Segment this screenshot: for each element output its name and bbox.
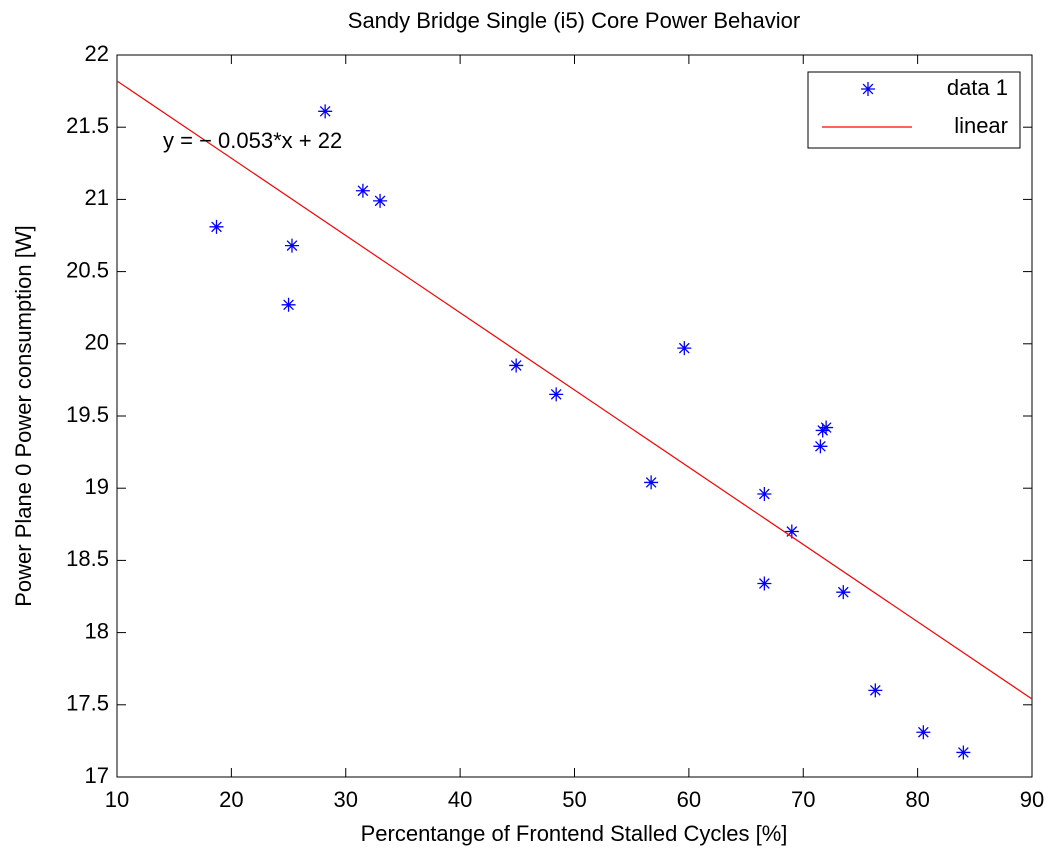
legend-swatch: [861, 82, 875, 96]
legend-box: [807, 71, 1021, 149]
fit-line: [116, 80, 1033, 700]
data-point: [509, 358, 524, 373]
data-point: [549, 387, 564, 402]
legend-label: data 1: [947, 75, 1008, 100]
x-tick-label: 20: [219, 787, 243, 812]
annotation: y = − 0.053*x + 22: [163, 128, 342, 153]
y-tick-label: 21: [85, 185, 109, 210]
y-tick-label: 17: [85, 763, 109, 788]
y-tick-label: 21.5: [66, 113, 109, 138]
x-tick-label: 60: [677, 787, 701, 812]
data-point: [757, 486, 772, 501]
x-tick-label: 40: [448, 787, 472, 812]
data-point: [784, 524, 799, 539]
x-axis-label: Percentange of Frontend Stalled Cycles […: [361, 821, 788, 846]
legend-label: linear: [954, 113, 1008, 138]
y-tick-label: 22: [85, 41, 109, 66]
y-tick-label: 19: [85, 474, 109, 499]
y-tick-label: 20: [85, 330, 109, 355]
x-tick-label: 80: [905, 787, 929, 812]
y-tick-label: 18.5: [66, 546, 109, 571]
data-point: [813, 439, 828, 454]
plot-frame: [116, 54, 1033, 778]
data-point: [209, 219, 224, 234]
y-tick-label: 19.5: [66, 402, 109, 427]
y-tick-label: 20.5: [66, 257, 109, 282]
x-tick-label: 50: [562, 787, 586, 812]
x-tick-label: 90: [1020, 787, 1044, 812]
data-point: [355, 183, 370, 198]
data-point: [819, 420, 834, 435]
y-axis-label: Power Plane 0 Power consumption [W]: [11, 225, 36, 607]
data-point: [916, 725, 931, 740]
data-point: [318, 104, 333, 119]
data-point: [281, 297, 296, 312]
data-point: [836, 585, 851, 600]
data-point: [677, 341, 692, 356]
data-point: [757, 576, 772, 591]
x-tick-label: 70: [791, 787, 815, 812]
x-tick-label: 10: [105, 787, 129, 812]
data-point: [644, 475, 659, 490]
x-tick-label: 30: [334, 787, 358, 812]
data-point: [373, 193, 388, 208]
data-point: [868, 683, 883, 698]
y-tick-label: 18: [85, 618, 109, 643]
data-point: [284, 238, 299, 253]
data-point: [956, 745, 971, 760]
y-tick-label: 17.5: [66, 691, 109, 716]
chart-title: Sandy Bridge Single (i5) Core Power Beha…: [348, 8, 800, 33]
